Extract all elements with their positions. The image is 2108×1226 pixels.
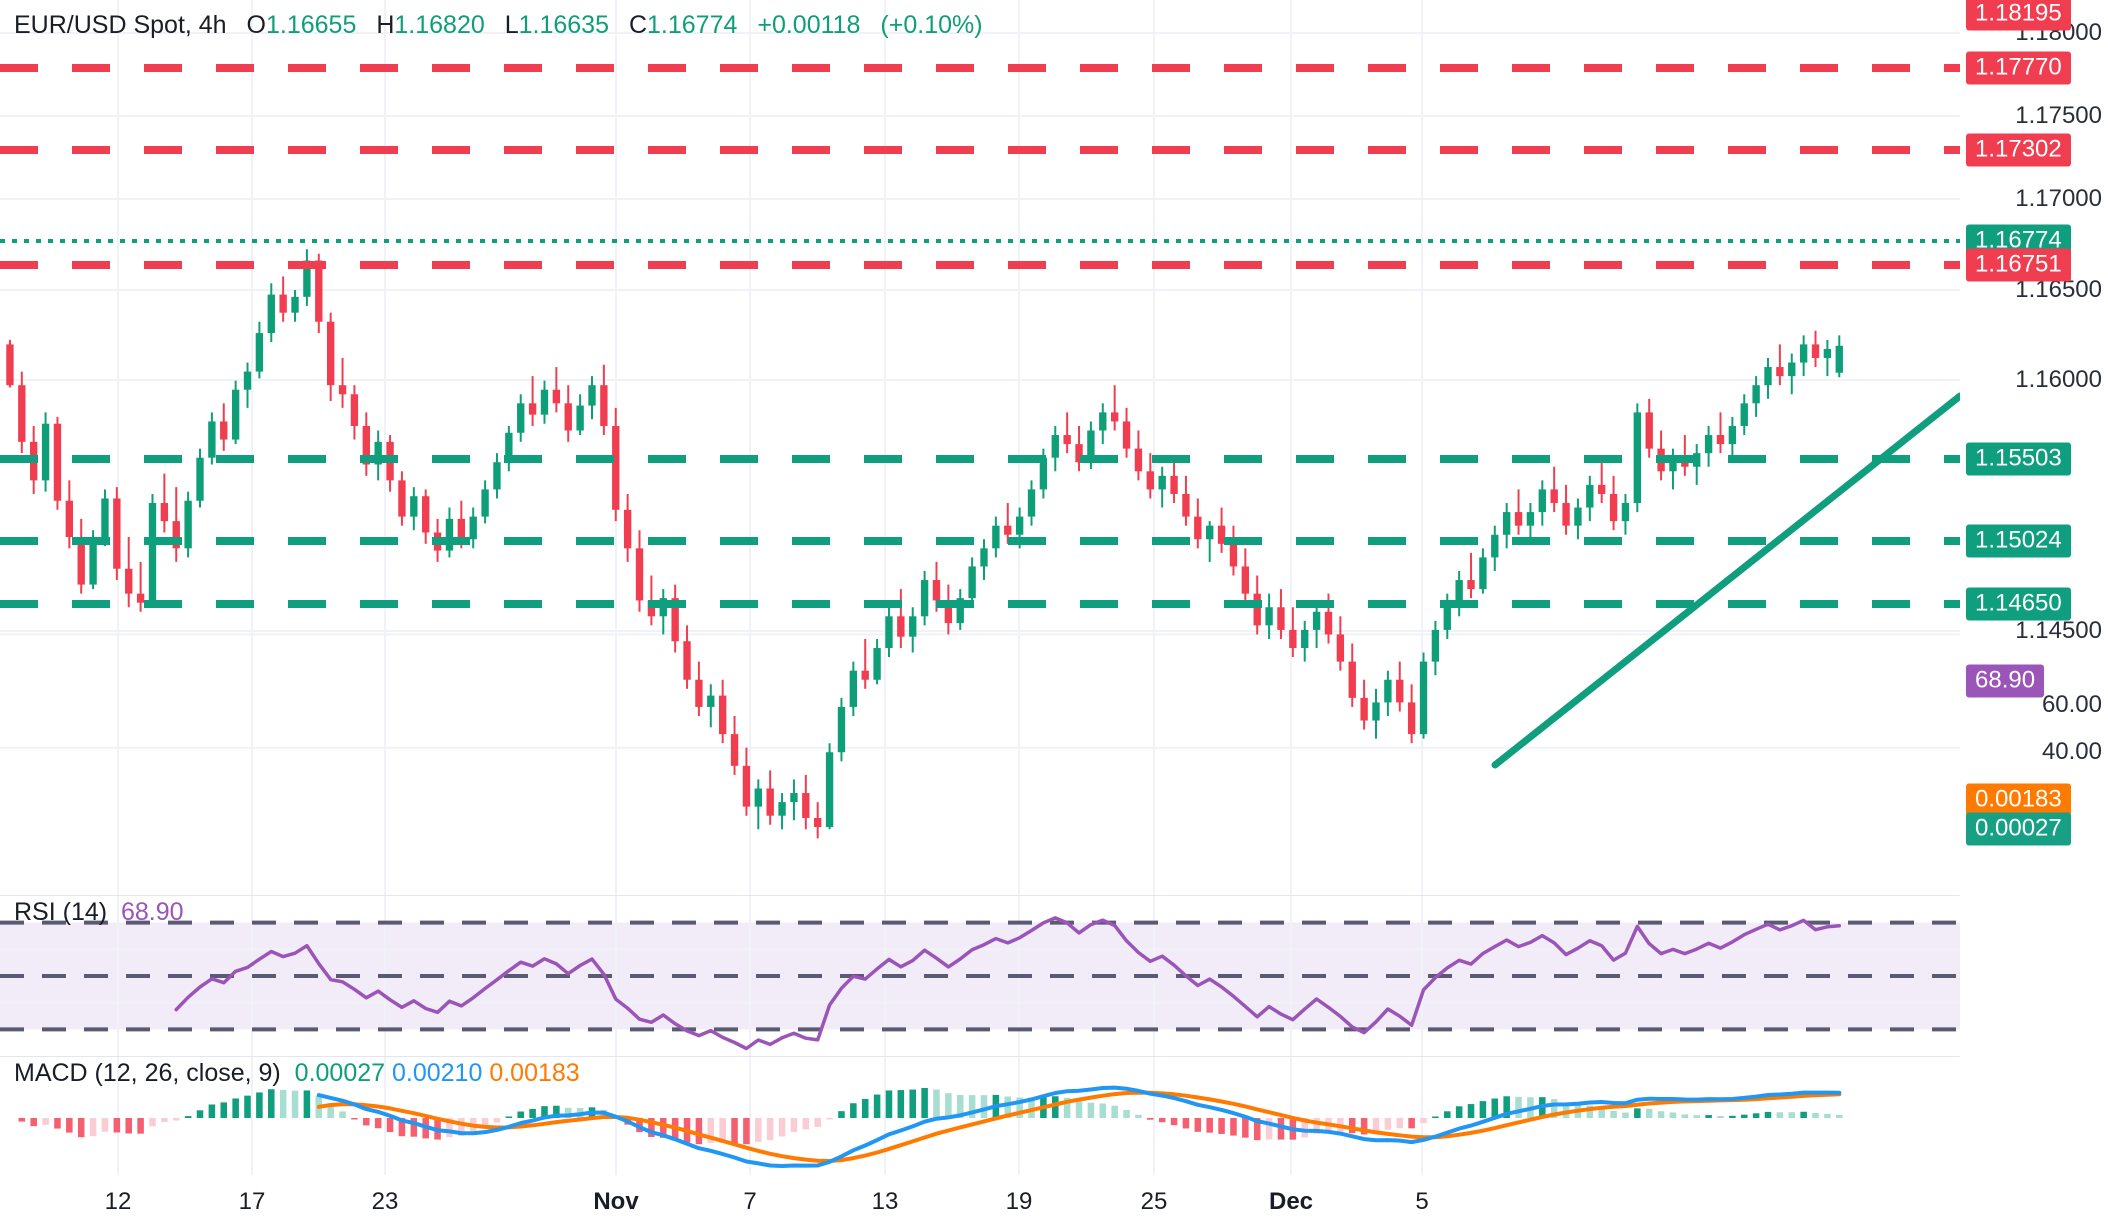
- price-badge[interactable]: 1.18195: [1966, 0, 2071, 31]
- price-tick: 1.14500: [2015, 617, 2102, 644]
- open-label: O: [246, 11, 266, 39]
- macd-legend-signal: 0.00210: [392, 1059, 483, 1087]
- open-value: 1.16655: [266, 11, 357, 39]
- price-tick: 1.16000: [2015, 366, 2102, 393]
- time-tick: 19: [1005, 1188, 1033, 1215]
- time-tick: 25: [1140, 1188, 1168, 1215]
- macd-plot: [18, 1057, 1843, 1175]
- time-axis[interactable]: 12 17 23 Nov 7 13 19 25 Dec 5: [0, 1176, 2108, 1226]
- macd-legend-hist: 0.00183: [489, 1059, 580, 1087]
- price-tick: 1.17500: [2015, 102, 2102, 129]
- price-badge[interactable]: 1.15024: [1966, 524, 2071, 558]
- rsi-legend: RSI (14) 68.90: [14, 898, 184, 926]
- price-badge[interactable]: 1.17302: [1966, 133, 2071, 167]
- candlestick-plot: [0, 0, 1960, 895]
- low-label: L: [504, 11, 519, 39]
- price-tick: 1.17000: [2015, 185, 2102, 212]
- low-value: 1.16635: [518, 11, 609, 39]
- symbol-label[interactable]: EUR/USD Spot, 4h: [14, 11, 227, 39]
- time-tick: 13: [871, 1188, 899, 1215]
- rsi-legend-name[interactable]: RSI (14): [14, 898, 108, 926]
- high-value: 1.16820: [394, 11, 485, 39]
- time-tick: 23: [371, 1188, 399, 1215]
- time-tick: 17: [238, 1188, 266, 1215]
- macd-pane[interactable]: [0, 1057, 1960, 1175]
- time-tick: 7: [743, 1188, 757, 1215]
- price-badge[interactable]: 0.00027: [1966, 812, 2071, 846]
- rsi-legend-value: 68.90: [121, 898, 184, 926]
- rsi-pane[interactable]: [0, 896, 1960, 1056]
- price-badge[interactable]: 1.14650: [1966, 587, 2071, 621]
- close-value: 1.16774: [647, 11, 738, 39]
- price-pane[interactable]: [0, 0, 1960, 895]
- price-badge[interactable]: 1.17770: [1966, 51, 2071, 85]
- price-axis[interactable]: 1.18000 1.17500 1.17000 1.16500 1.16000 1.145…: [1960, 0, 2108, 1176]
- macd-legend-macd: 0.00027: [294, 1059, 386, 1087]
- rsi-plot: [0, 896, 1960, 1056]
- price-badge[interactable]: 1.15503: [1966, 442, 2071, 476]
- ohlc-legend: EUR/USD Spot, 4h O1.16655 H1.16820 L1.16…: [14, 10, 983, 40]
- price-badge[interactable]: 1.16751: [1966, 248, 2071, 282]
- time-tick: Dec: [1268, 1188, 1314, 1215]
- price-badge[interactable]: 68.90: [1966, 664, 2045, 698]
- change-value: +0.00118: [757, 11, 861, 39]
- time-tick: 12: [104, 1188, 132, 1215]
- time-tick: Nov: [593, 1188, 639, 1215]
- price-badge[interactable]: 0.00183: [1966, 783, 2071, 817]
- close-label: C: [628, 11, 648, 39]
- time-tick: 5: [1415, 1188, 1429, 1215]
- pane-divider-2: [0, 1056, 1960, 1057]
- pane-divider-1: [0, 895, 1960, 896]
- change-percent: (+0.10%): [880, 11, 983, 39]
- high-label: H: [376, 11, 395, 39]
- macd-legend-name[interactable]: MACD (12, 26, close, 9): [14, 1059, 281, 1087]
- macd-legend: MACD (12, 26, close, 9) 0.00027 0.00210 …: [14, 1059, 580, 1087]
- rsi-tick: 40.00: [2041, 738, 2102, 765]
- rsi-tick: 60.00: [2041, 691, 2102, 718]
